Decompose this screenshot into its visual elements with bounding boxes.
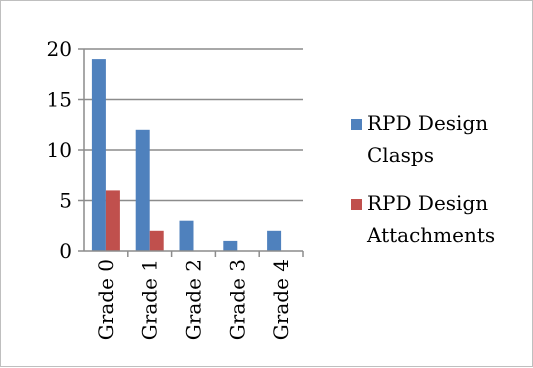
y-tick-label: 10 [47, 138, 72, 162]
y-tick-labels: 0 5 10 15 20 [47, 37, 72, 263]
x-category-label: Grade 4 [269, 259, 293, 340]
gridlines [84, 49, 303, 201]
x-category-label: Grade 2 [182, 259, 206, 340]
bar-rpd-design-clasps-grade-4 [267, 231, 281, 251]
legend-label: Clasps [367, 143, 434, 167]
legend-label: Attachments [366, 223, 495, 247]
bar-rpd-design-clasps-grade-3 [223, 241, 237, 251]
y-tick-label: 20 [47, 37, 72, 61]
x-category-label: Grade 0 [94, 259, 118, 340]
legend-label: RPD Design [367, 191, 488, 215]
bar-rpd-design-attachments-grade-0 [106, 190, 120, 251]
y-tick-label: 15 [47, 88, 72, 112]
legend-label: RPD Design [367, 111, 488, 135]
x-category-labels: Grade 0 Grade 1 Grade 2 Grade 3 Grade 4 [94, 259, 293, 340]
bar-rpd-design-clasps-grade-1 [136, 130, 150, 251]
legend-swatch [351, 199, 362, 210]
x-category-label: Grade 1 [138, 259, 162, 340]
y-tick-label: 0 [59, 239, 72, 263]
y-tick-label: 5 [59, 189, 72, 213]
bar-rpd-design-clasps-grade-0 [92, 59, 106, 251]
bar-rpd-design-attachments-grade-1 [150, 231, 164, 251]
bar-rpd-design-clasps-grade-2 [180, 221, 194, 251]
legend: RPD Design Clasps RPD Design Attachments [351, 111, 495, 247]
bars [92, 59, 281, 251]
legend-swatch [351, 119, 362, 130]
x-category-label: Grade 3 [225, 259, 249, 340]
